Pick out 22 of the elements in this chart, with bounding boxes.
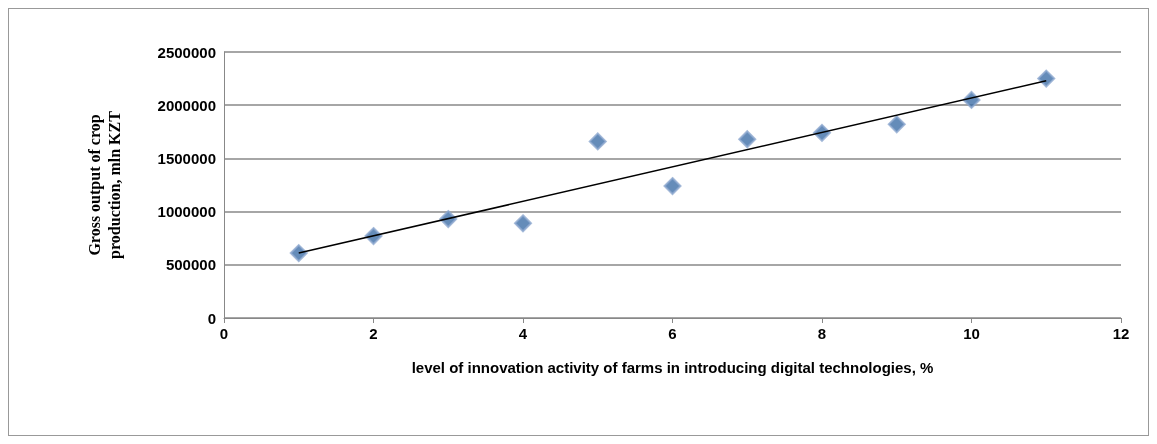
point xyxy=(289,244,308,263)
y-tick-label: 0 xyxy=(207,309,216,327)
point xyxy=(514,214,532,233)
point xyxy=(887,115,906,134)
x-tick-label: 12 xyxy=(1112,325,1130,342)
y-tick-label: 1000000 xyxy=(157,203,216,221)
point xyxy=(738,130,757,149)
x-tick-label: 4 xyxy=(518,325,528,342)
y-tick-label: 500000 xyxy=(165,256,216,274)
y-tick-label: 2000000 xyxy=(157,96,216,114)
x-tick-label: 8 xyxy=(817,325,827,342)
x-axis-title: level of innovation activity of farms in introducing digital technologies, % xyxy=(411,359,934,376)
point xyxy=(588,132,607,151)
point xyxy=(663,177,682,196)
point xyxy=(1037,69,1056,88)
x-tick-label: 6 xyxy=(668,325,677,342)
y-tick-label: 1500000 xyxy=(157,149,216,167)
x-tick-label: 0 xyxy=(219,325,229,342)
y-axis-title: Gross output of crop production, mln KZT xyxy=(85,110,124,259)
y-tick-label: 2500000 xyxy=(157,43,216,61)
x-tick-label: 2 xyxy=(369,325,378,342)
x-tick-label: 10 xyxy=(963,325,980,342)
